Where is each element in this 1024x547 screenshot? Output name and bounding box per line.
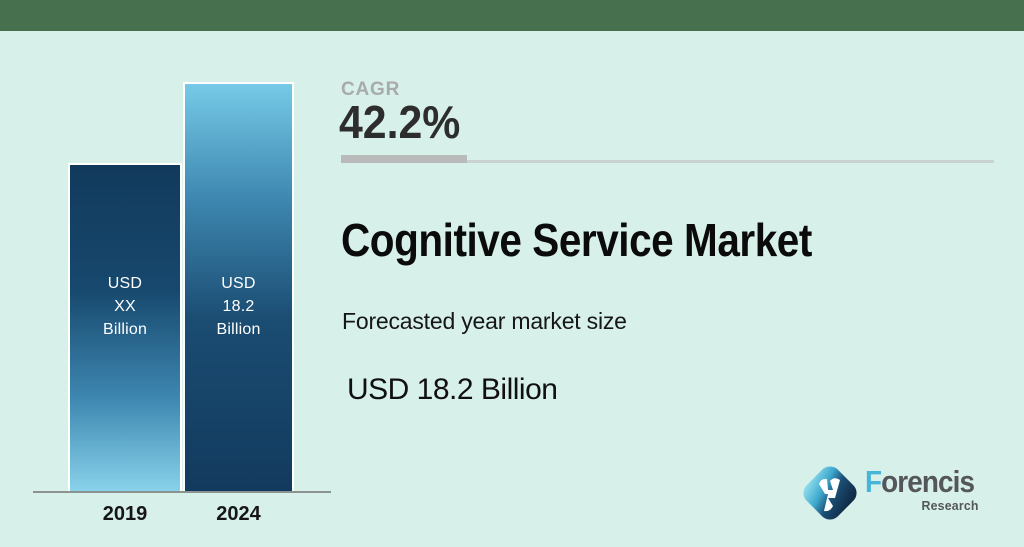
cagr-label: CAGR (341, 79, 401, 100)
x-axis-label-2019: 2019 (102, 503, 148, 525)
bar-value-label-2024: USD 18.2 Billion (183, 272, 294, 341)
x-axis-line (33, 491, 331, 493)
brand-rest: orencis (881, 464, 975, 499)
bar-value-line: USD (221, 275, 256, 292)
brand-initial: F (865, 464, 882, 499)
subtitle: Forecasted year market size (342, 308, 627, 334)
forecast-value-text: USD 18.2 Billion (347, 373, 558, 406)
bar-2024 (183, 82, 294, 491)
bar-value-line: USD (107, 275, 143, 292)
brand-name: Forencis (865, 464, 975, 499)
page-title: Cognitive Service Market (341, 214, 812, 266)
cagr-value: 42.2% (339, 96, 461, 148)
forencis-logo: Forencis Research (797, 456, 986, 530)
divider-accent-segment (341, 155, 467, 163)
logo-diamond-icon (803, 466, 857, 520)
bar-2019 (68, 163, 182, 491)
bar-value-label-2019: USD XX Billion (68, 272, 182, 341)
top-green-bar (0, 0, 1024, 31)
bolt-icon (819, 478, 840, 512)
bar-value-line: 18.2 (222, 298, 255, 315)
brand-subtext: Research (921, 498, 979, 513)
logo-text: Forencis Research (865, 456, 986, 513)
x-axis-label-2024: 2024 (216, 503, 261, 525)
divider-line (341, 160, 994, 163)
bar-value-line: Billion (216, 321, 261, 338)
bar-value-line: Billion (102, 321, 148, 338)
bar-value-line: XX (114, 298, 136, 315)
